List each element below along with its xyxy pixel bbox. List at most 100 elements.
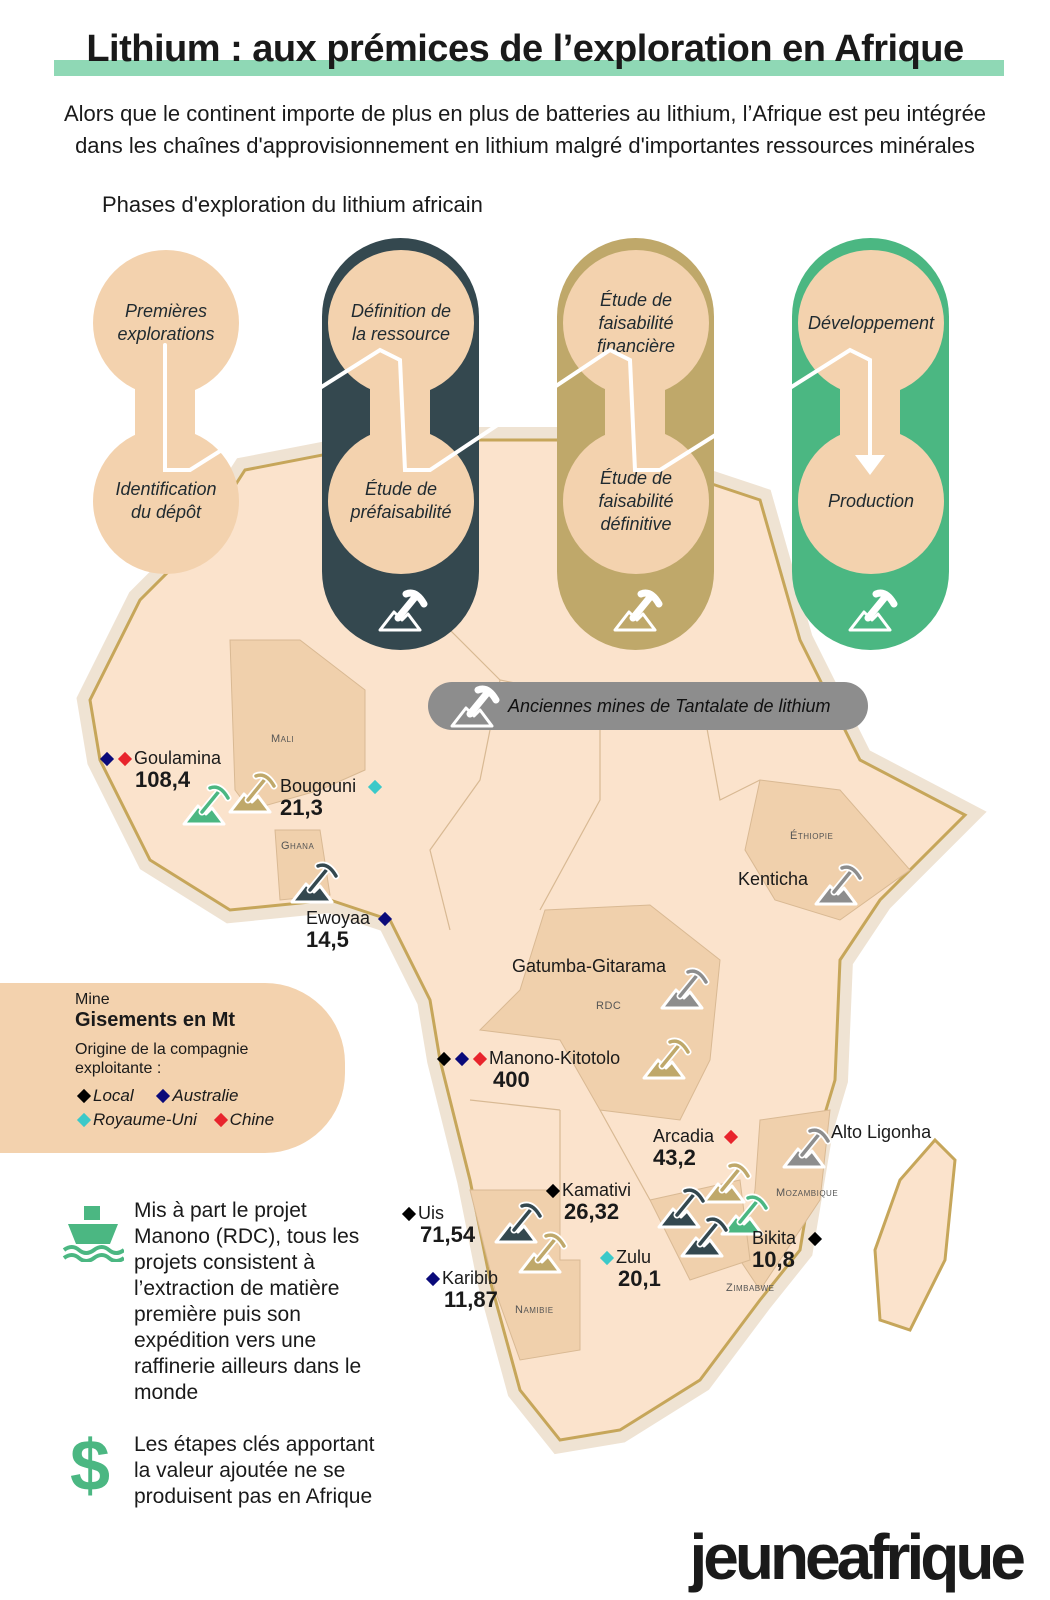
mine-label-manono: Manono-Kitotolo 400 <box>435 1048 620 1091</box>
mine-name: Bikita <box>752 1228 797 1248</box>
mine-icon <box>846 588 898 636</box>
old-mines-label: Anciennes mines de Tantalate de lithium <box>508 695 831 716</box>
subtitle-line: dans les chaînes d'approvisionnement en … <box>75 133 975 158</box>
mine-icon <box>516 1230 568 1278</box>
mine-label-kamativi: Kamativi 26,32 <box>544 1180 632 1224</box>
mine-icon <box>678 1214 730 1262</box>
origin-australie-marker <box>454 1051 470 1067</box>
origin-local-marker <box>401 1206 417 1222</box>
mine-value: 21,3 <box>280 795 323 820</box>
mine-icon <box>718 1192 770 1240</box>
mine-name: Uis <box>418 1203 444 1223</box>
mine-name: Karibib <box>442 1268 499 1288</box>
mine-label-ewoyaa: Ewoyaa 14,5 <box>306 908 394 952</box>
phase-step-faisabilite-definitive: Étude de faisabilité définitive <box>563 428 709 574</box>
legend-local: Local <box>93 1086 134 1105</box>
mine-icon <box>780 1125 832 1173</box>
legend-local-marker <box>76 1088 92 1104</box>
country-label: Éthiopie <box>790 830 834 842</box>
phase-step-developpement: Développement <box>798 250 944 396</box>
mine-label-bikita: Bikita 10,8 <box>752 1228 824 1272</box>
mine-icon <box>700 1160 752 1208</box>
madagascar <box>873 1137 957 1332</box>
brand-logo: jeuneafrique <box>689 1521 1026 1593</box>
origin-chine-marker <box>472 1051 488 1067</box>
legend-royaume-uni: Royaume-Uni <box>93 1110 197 1129</box>
origin-royaume-uni-marker <box>599 1250 615 1266</box>
country-label: Ghana <box>281 840 315 852</box>
phase-step-identification: Identification du dépôt <box>93 428 239 574</box>
dollar-icon: $ <box>70 1426 111 1506</box>
legend-chine: Chine <box>229 1110 275 1129</box>
legend-gisements: Gisements en Mt <box>75 1009 236 1031</box>
mine-name: Goulamina <box>134 748 222 768</box>
origin-local-marker <box>807 1231 823 1247</box>
legend-chine-marker <box>213 1112 228 1128</box>
legend-australie-marker <box>156 1088 171 1104</box>
origin-royaume-uni-marker <box>368 779 383 795</box>
country-zimbabwe <box>649 1179 751 1281</box>
origin-local-marker <box>436 1051 452 1067</box>
origin-chine-marker <box>723 1129 739 1145</box>
origin-chine-marker <box>117 751 133 767</box>
subtitle: Alors que le continent importe de plus e… <box>20 98 1030 162</box>
country-label: Mali <box>271 733 295 745</box>
phase-step-definition: Définition de la ressource <box>328 250 474 396</box>
mine-value: 71,54 <box>420 1222 476 1247</box>
mine-name: Bougouni <box>280 776 357 796</box>
mine-label-alto-ligonha: Alto Ligonha <box>831 1122 931 1143</box>
country-label: Namibie <box>515 1304 554 1316</box>
country-label: Zimbabwe <box>726 1282 775 1294</box>
title-underline <box>54 60 1004 76</box>
origin-australie-marker <box>99 751 115 767</box>
country-ethiopie <box>744 779 911 921</box>
mine-icon <box>226 770 278 818</box>
mine-name: Gatumba-Gitarama <box>512 956 667 976</box>
mine-icon <box>611 588 663 636</box>
mine-label-zulu: Zulu 20,1 <box>598 1247 661 1291</box>
mine-label-karibib: Karibib 11,87 <box>424 1268 499 1312</box>
old-mines-badge: Anciennes mines de Tantalate de lithium <box>428 682 868 730</box>
ship-icon <box>62 1206 124 1262</box>
mine-icon <box>180 782 232 830</box>
mine-name: Kenticha <box>738 869 809 889</box>
mine-icon <box>288 860 340 908</box>
phase-step-premieres-explorations: Premières explorations <box>93 250 239 396</box>
mine-label-kenticha: Kenticha <box>738 869 808 890</box>
mine-value: 43,2 <box>653 1145 696 1170</box>
mine-label-arcadia: Arcadia 43,2 <box>653 1126 740 1170</box>
origin-local-marker <box>545 1183 561 1199</box>
country-label: Mozambique <box>776 1187 839 1199</box>
phase-step-prefaisabilite: Étude de préfaisabilité <box>328 428 474 574</box>
legend-origine: Origine de la compagnie exploitante : <box>75 1041 249 1077</box>
mine-icon <box>448 684 500 732</box>
mine-icon <box>812 862 864 910</box>
phases-title: Phases d'exploration du lithium africain <box>102 192 483 217</box>
border-line <box>539 700 601 911</box>
border-line <box>429 679 501 931</box>
mine-name: Kamativi <box>562 1180 632 1200</box>
mine-name: Alto Ligonha <box>831 1122 932 1142</box>
mine-icon <box>376 588 428 636</box>
mine-value: 14,5 <box>306 927 349 952</box>
origin-australie-marker <box>377 911 393 927</box>
mine-value: 10,8 <box>752 1247 795 1272</box>
mine-name: Zulu <box>616 1247 652 1267</box>
mine-label-gatumba: Gatumba-Gitarama <box>512 956 666 977</box>
country-mali <box>229 639 366 811</box>
origin-australie-marker <box>425 1271 441 1287</box>
mine-icon <box>658 966 710 1014</box>
country-label: RDC <box>596 1000 622 1012</box>
legend-mine: Mine <box>75 991 110 1008</box>
mine-label-uis: Uis 71,54 <box>400 1203 476 1247</box>
note-dollar: Les étapes clés apportant la valeur ajout… <box>134 1433 375 1508</box>
mine-icon <box>640 1036 692 1084</box>
mine-label-goulamina: Goulamina 108,4 <box>98 748 222 791</box>
mine-value: 20,1 <box>618 1266 661 1291</box>
mine-value: 11,87 <box>444 1287 498 1312</box>
mine-name: Arcadia <box>653 1126 715 1146</box>
mine-name: Ewoyaa <box>306 908 371 928</box>
mine-icon <box>492 1200 544 1248</box>
mine-value: 26,32 <box>564 1199 620 1224</box>
mine-icon <box>655 1185 707 1233</box>
